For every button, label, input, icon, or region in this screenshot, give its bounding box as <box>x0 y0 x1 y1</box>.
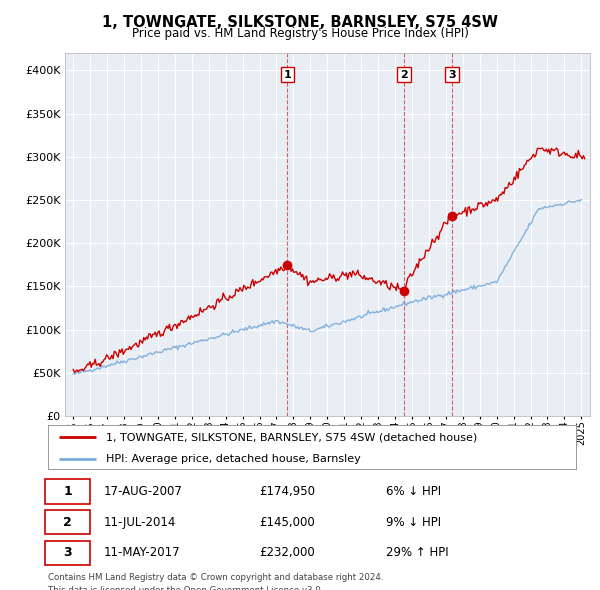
Text: 1: 1 <box>283 70 291 80</box>
Text: Contains HM Land Registry data © Crown copyright and database right 2024.: Contains HM Land Registry data © Crown c… <box>48 573 383 582</box>
Text: 1, TOWNGATE, SILKSTONE, BARNSLEY, S75 4SW (detached house): 1, TOWNGATE, SILKSTONE, BARNSLEY, S75 4S… <box>106 432 478 442</box>
Text: 3: 3 <box>63 546 72 559</box>
Text: 3: 3 <box>448 70 456 80</box>
Text: £174,950: £174,950 <box>259 485 315 498</box>
Text: 9% ↓ HPI: 9% ↓ HPI <box>386 516 441 529</box>
Text: £145,000: £145,000 <box>259 516 315 529</box>
Text: £232,000: £232,000 <box>259 546 315 559</box>
Text: This data is licensed under the Open Government Licence v3.0.: This data is licensed under the Open Gov… <box>48 586 323 590</box>
FancyBboxPatch shape <box>46 510 90 535</box>
Text: HPI: Average price, detached house, Barnsley: HPI: Average price, detached house, Barn… <box>106 454 361 464</box>
Text: 17-AUG-2007: 17-AUG-2007 <box>103 485 182 498</box>
Text: 6% ↓ HPI: 6% ↓ HPI <box>386 485 441 498</box>
Text: 1, TOWNGATE, SILKSTONE, BARNSLEY, S75 4SW: 1, TOWNGATE, SILKSTONE, BARNSLEY, S75 4S… <box>102 15 498 30</box>
Text: Price paid vs. HM Land Registry's House Price Index (HPI): Price paid vs. HM Land Registry's House … <box>131 27 469 40</box>
FancyBboxPatch shape <box>46 540 90 565</box>
Text: 11-MAY-2017: 11-MAY-2017 <box>103 546 180 559</box>
Text: 11-JUL-2014: 11-JUL-2014 <box>103 516 176 529</box>
Text: 2: 2 <box>400 70 408 80</box>
Text: 1: 1 <box>63 485 72 498</box>
FancyBboxPatch shape <box>46 479 90 504</box>
Text: 2: 2 <box>63 516 72 529</box>
Text: 29% ↑ HPI: 29% ↑ HPI <box>386 546 449 559</box>
